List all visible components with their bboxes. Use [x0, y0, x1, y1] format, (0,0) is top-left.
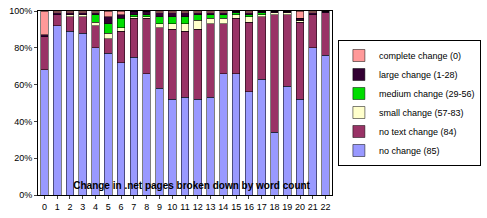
svg-text:Change in .net pages broken do: Change in .net pages broken down by word… [73, 180, 310, 191]
svg-text:10: 10 [167, 202, 177, 212]
svg-text:17: 17 [257, 202, 267, 212]
svg-text:medium change (29-56): medium change (29-56) [379, 89, 475, 99]
svg-text:21: 21 [308, 202, 318, 212]
svg-text:3: 3 [80, 202, 85, 212]
svg-text:12: 12 [193, 202, 203, 212]
svg-text:100%: 100% [9, 6, 32, 16]
svg-text:small change (57-83): small change (57-83) [379, 108, 464, 118]
svg-text:13: 13 [206, 202, 216, 212]
svg-text:5: 5 [106, 202, 111, 212]
svg-text:19: 19 [282, 202, 292, 212]
svg-text:80%: 80% [14, 43, 32, 53]
svg-text:16: 16 [244, 202, 254, 212]
svg-text:no text change (84): no text change (84) [379, 127, 457, 137]
svg-text:0%: 0% [19, 190, 32, 200]
svg-text:9: 9 [157, 202, 162, 212]
svg-text:2: 2 [67, 202, 72, 212]
svg-text:complete change (0): complete change (0) [379, 51, 461, 61]
svg-text:60%: 60% [14, 80, 32, 90]
svg-text:18: 18 [269, 202, 279, 212]
svg-text:8: 8 [144, 202, 149, 212]
svg-text:no change (85): no change (85) [379, 146, 440, 156]
svg-text:20%: 20% [14, 153, 32, 163]
svg-text:15: 15 [231, 202, 241, 212]
svg-text:large change (1-28): large change (1-28) [379, 70, 458, 80]
svg-text:6: 6 [119, 202, 124, 212]
svg-text:20: 20 [295, 202, 305, 212]
svg-text:7: 7 [131, 202, 136, 212]
svg-text:14: 14 [218, 202, 228, 212]
svg-text:4: 4 [93, 202, 98, 212]
svg-text:11: 11 [180, 202, 189, 212]
svg-text:1: 1 [55, 202, 60, 212]
svg-text:22: 22 [321, 202, 331, 212]
svg-text:40%: 40% [14, 117, 32, 127]
svg-text:0: 0 [42, 202, 47, 212]
